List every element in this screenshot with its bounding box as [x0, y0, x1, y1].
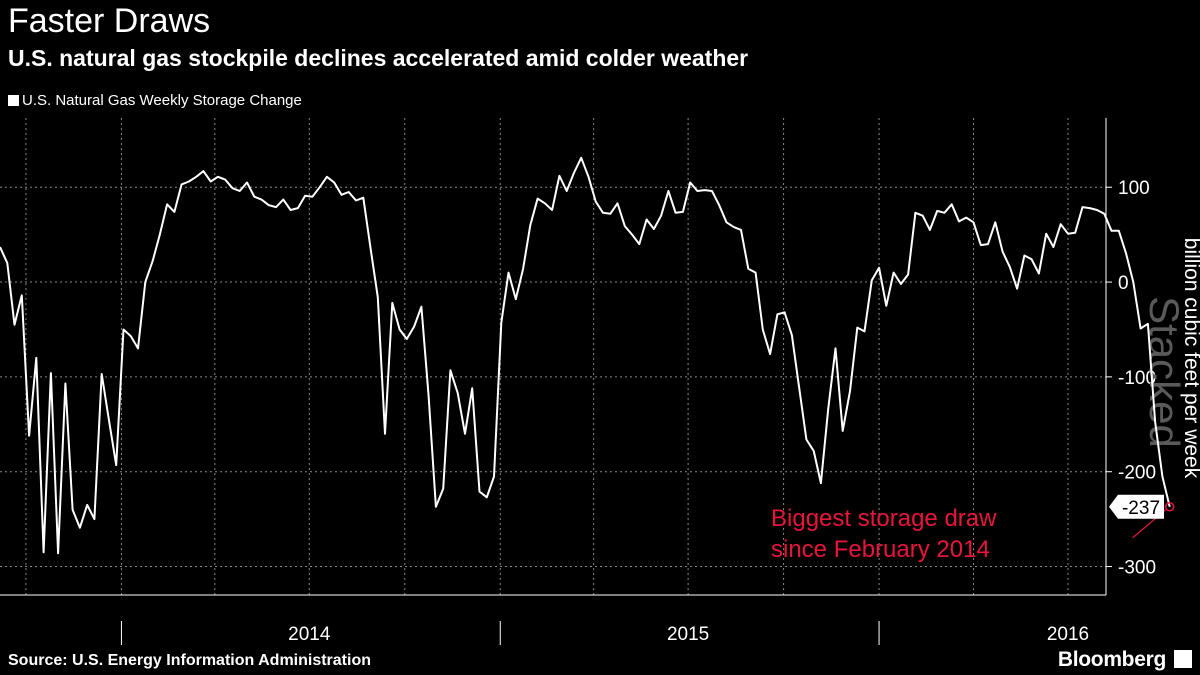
- brand-logo: Bloomberg: [1057, 648, 1166, 671]
- last-point-marker: [1164, 502, 1175, 512]
- x-tick-label: 2015: [667, 624, 709, 645]
- y-tick-label: 0: [1118, 273, 1129, 294]
- watermark-text: Stacked: [1141, 296, 1188, 448]
- x-tick-label: 2016: [1047, 624, 1089, 645]
- grid-layer: [0, 118, 1106, 595]
- y-tick-label: -100: [1118, 368, 1156, 389]
- legend-label: U.S. Natural Gas Weekly Storage Change: [22, 92, 302, 109]
- y-axis-label: billion cubic feet per week: [1180, 238, 1200, 479]
- y-tick-label: 100: [1118, 178, 1150, 199]
- last-value-tag: [1109, 494, 1164, 519]
- y-tick-label: -300: [1118, 558, 1156, 579]
- y-tick-label: -200: [1118, 463, 1156, 484]
- legend-swatch: [8, 95, 19, 106]
- chart-title: Faster Draws: [8, 2, 211, 40]
- annotation-text: since February 2014: [771, 536, 990, 563]
- annotation-text: Biggest storage draw: [771, 505, 997, 532]
- bloomberg-icon: [1174, 650, 1192, 668]
- chart-subtitle: U.S. natural gas stockpile declines acce…: [8, 45, 749, 71]
- annotation-layer: Biggest storage draw since February 2014 -…: [771, 494, 1175, 563]
- x-tick-label: 2014: [288, 624, 331, 645]
- series-layer: [0, 156, 1171, 555]
- last-value-label: -237: [1122, 498, 1160, 519]
- axis-layer: 100 0 -100 -200 -300 2014 2015 2016: [0, 118, 1156, 645]
- chart-legend: U.S. Natural Gas Weekly Storage Change: [8, 92, 302, 109]
- source-note: Source: U.S. Energy Information Administ…: [8, 652, 371, 669]
- series-line: [0, 156, 1171, 555]
